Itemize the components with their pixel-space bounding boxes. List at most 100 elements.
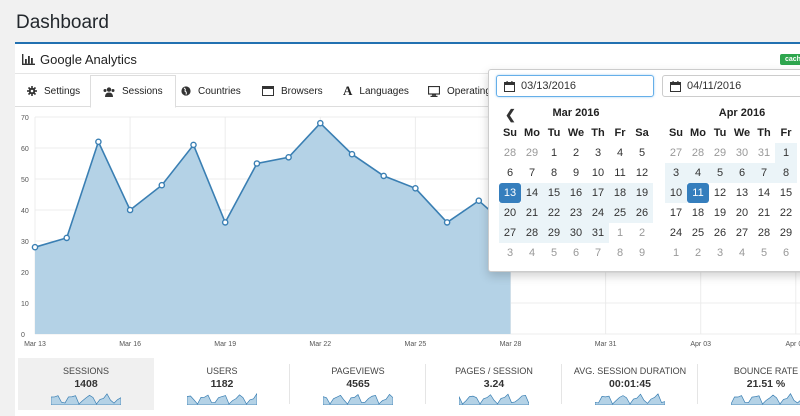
calendar-day[interactable]: 26 xyxy=(713,227,727,239)
calendar-day[interactable]: 31 xyxy=(587,223,609,243)
data-point[interactable] xyxy=(380,172,388,180)
calendar-day[interactable]: 3 xyxy=(506,247,514,259)
calendar-day[interactable]: 5 xyxy=(709,163,731,183)
calendar-day[interactable]: 7 xyxy=(528,167,536,179)
calendar-day[interactable]: 7 xyxy=(753,163,775,183)
calendar-day[interactable]: 4 xyxy=(616,147,624,159)
calendar-day[interactable]: 7 xyxy=(594,247,602,259)
calendar-day[interactable]: 25 xyxy=(691,227,705,239)
data-point[interactable] xyxy=(443,219,451,226)
calendar-day[interactable]: 22 xyxy=(779,207,793,219)
calendar-day[interactable]: 4 xyxy=(738,247,746,259)
calendar-day[interactable]: 4 xyxy=(528,247,536,259)
data-point[interactable] xyxy=(316,119,324,127)
calendar-day[interactable]: 14 xyxy=(521,183,543,203)
stat-pages-per-session[interactable]: PAGES / SESSION 3.24 xyxy=(426,358,562,410)
calendar-day[interactable]: 1 xyxy=(775,143,797,163)
calendar-day[interactable]: 16 xyxy=(565,183,587,203)
calendar-day[interactable]: 19 xyxy=(631,183,653,203)
calendar-day[interactable]: 24 xyxy=(669,227,683,239)
calendar-day[interactable]: 6 xyxy=(782,247,790,259)
calendar-day[interactable]: 29 xyxy=(543,223,565,243)
calendar-day[interactable]: 28 xyxy=(691,147,705,159)
calendar-day[interactable]: 10 xyxy=(665,183,687,203)
calendar-day[interactable]: 17 xyxy=(587,183,609,203)
calendar-day[interactable]: 21 xyxy=(521,203,543,223)
tab-countries[interactable]: Countries xyxy=(169,75,253,107)
calendar-day[interactable]: 2 xyxy=(638,227,646,239)
tab-operating-systems[interactable]: Operating S xyxy=(416,75,512,107)
calendar-day[interactable]: 11 xyxy=(614,167,626,179)
calendar-day[interactable]: 18 xyxy=(609,183,631,203)
data-point[interactable] xyxy=(253,160,261,167)
end-date-input[interactable]: 04/11/2016 xyxy=(662,75,800,97)
data-point[interactable] xyxy=(190,141,197,149)
tab-settings[interactable]: Settings xyxy=(15,75,92,107)
calendar-day[interactable]: 26 xyxy=(631,203,653,223)
calendar-day[interactable]: 20 xyxy=(735,207,749,219)
calendar-day[interactable]: 28 xyxy=(757,227,771,239)
data-point[interactable] xyxy=(285,154,292,161)
calendar-day[interactable]: 5 xyxy=(550,247,558,259)
calendar-day[interactable]: 1 xyxy=(550,147,558,159)
calendar-day[interactable]: 5 xyxy=(638,147,646,159)
tab-sessions[interactable]: Sessions xyxy=(90,75,176,108)
calendar-day[interactable]: 4 xyxy=(687,163,709,183)
calendar-day[interactable]: 3 xyxy=(665,163,687,183)
calendar-day[interactable]: 27 xyxy=(735,227,749,239)
stat-bounce-rate[interactable]: BOUNCE RATE 21.51 % xyxy=(698,358,800,410)
calendar-day[interactable]: 13 xyxy=(499,183,521,203)
calendar-day[interactable]: 20 xyxy=(499,203,521,223)
calendar-day[interactable]: 3 xyxy=(716,247,724,259)
calendar-day[interactable]: 14 xyxy=(757,187,771,199)
calendar-day[interactable]: 8 xyxy=(775,163,797,183)
stat-users[interactable]: USERS 1182 xyxy=(154,358,290,410)
calendar-day[interactable]: 10 xyxy=(591,167,605,179)
prev-month-icon[interactable]: ❮ xyxy=(505,107,516,122)
data-point[interactable] xyxy=(348,150,356,158)
calendar-day[interactable]: 5 xyxy=(760,247,768,259)
calendar-day[interactable]: 27 xyxy=(669,147,683,159)
calendar-day[interactable]: 31 xyxy=(757,147,771,159)
calendar-day[interactable]: 9 xyxy=(638,247,646,259)
calendar-day[interactable]: 28 xyxy=(521,223,543,243)
calendar-day[interactable]: 28 xyxy=(503,147,517,159)
calendar-day[interactable]: 1 xyxy=(672,247,680,259)
calendar-day[interactable]: 6 xyxy=(506,167,514,179)
calendar-day[interactable]: 24 xyxy=(587,203,609,223)
calendar-day[interactable]: 27 xyxy=(499,223,521,243)
calendar-day[interactable]: 6 xyxy=(572,247,580,259)
calendar-day[interactable]: 1 xyxy=(616,227,624,239)
calendar-day[interactable]: 23 xyxy=(565,203,587,223)
stat-sessions[interactable]: SESSIONS 1408 xyxy=(18,358,154,410)
calendar-day[interactable]: 29 xyxy=(779,227,793,239)
calendar-day[interactable]: 18 xyxy=(691,207,705,219)
tab-browsers[interactable]: Browsers xyxy=(250,75,335,107)
start-date-input[interactable]: 03/13/2016 xyxy=(496,75,654,97)
calendar-day[interactable]: 22 xyxy=(543,203,565,223)
calendar-day[interactable]: 8 xyxy=(550,167,558,179)
data-point[interactable] xyxy=(475,197,483,204)
calendar-day[interactable]: 11 xyxy=(687,183,709,203)
calendar-day[interactable]: 12 xyxy=(713,187,727,199)
calendar-day[interactable]: 15 xyxy=(543,183,565,203)
calendar-day[interactable]: 30 xyxy=(565,223,587,243)
calendar-day[interactable]: 29 xyxy=(713,147,727,159)
calendar-day[interactable]: 9 xyxy=(572,167,580,179)
data-point[interactable] xyxy=(63,234,71,242)
calendar-day[interactable]: 2 xyxy=(694,247,702,259)
tab-languages[interactable]: A Languages xyxy=(331,75,421,107)
stat-pageviews[interactable]: PAGEVIEWS 4565 xyxy=(290,358,426,410)
calendar-day[interactable]: 15 xyxy=(779,187,793,199)
calendar-day[interactable]: 29 xyxy=(525,147,539,159)
calendar-day[interactable]: 25 xyxy=(609,203,631,223)
data-point[interactable] xyxy=(221,219,229,226)
calendar-day[interactable]: 2 xyxy=(572,147,580,159)
calendar-day[interactable]: 17 xyxy=(669,207,683,219)
data-point[interactable] xyxy=(95,138,102,146)
data-point[interactable] xyxy=(412,185,419,192)
data-point[interactable] xyxy=(158,181,166,189)
calendar-day[interactable]: 13 xyxy=(735,187,749,199)
calendar-day[interactable]: 6 xyxy=(731,163,753,183)
calendar-day[interactable]: 12 xyxy=(635,167,649,179)
